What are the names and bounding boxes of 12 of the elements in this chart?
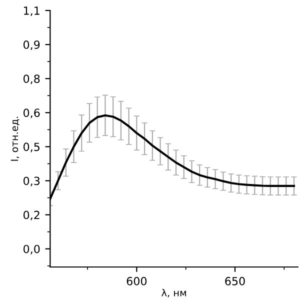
x-axis-title: λ, нм xyxy=(162,288,186,298)
y-tick-label: 0,2 xyxy=(24,210,40,220)
x-tick-label: 650 xyxy=(225,276,245,286)
y-tick-label: 0,5 xyxy=(24,142,40,152)
y-tick-label: 0,8 xyxy=(24,74,40,84)
y-tick-label: 0,6 xyxy=(24,108,40,118)
y-tick-label: 1,1 xyxy=(24,6,40,16)
y-tick-label: 0,9 xyxy=(24,40,40,50)
x-tick-label: 600 xyxy=(126,276,147,286)
y-tick-label: 0,3 xyxy=(24,176,40,186)
y-tick-label: 0,0 xyxy=(24,244,40,254)
y-axis-title: I, отн.ед. xyxy=(10,116,20,161)
